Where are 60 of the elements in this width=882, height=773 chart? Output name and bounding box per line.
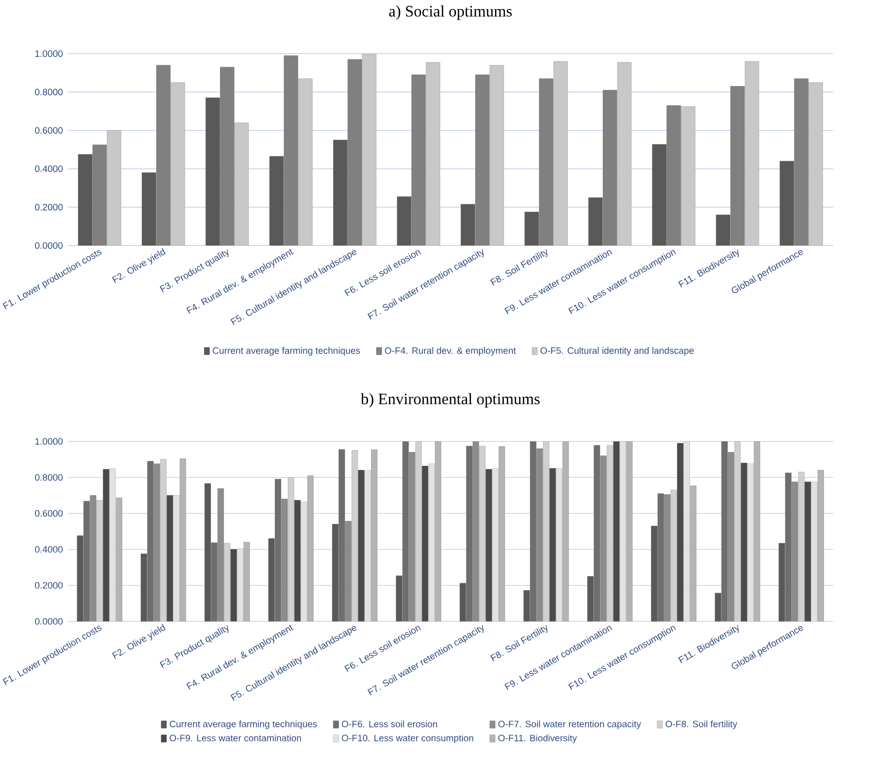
bar [747, 463, 754, 622]
bar [166, 495, 174, 622]
y-tick-label: 0.0000 [35, 242, 63, 249]
legend-label: Current average farming techniques [212, 346, 360, 356]
bar [550, 468, 556, 622]
legend-label: O-F9. Less water contamination [170, 734, 302, 742]
y-tick-label: 0.4000 [35, 165, 63, 172]
bar [690, 485, 696, 622]
y-tick-label: 0.6000 [35, 126, 63, 134]
bar [486, 468, 492, 622]
legend-label: O-F6. Less soil erosion [342, 720, 438, 728]
bar [684, 441, 690, 622]
bar [237, 548, 244, 622]
bar [180, 458, 186, 622]
bar [173, 495, 180, 622]
bar [371, 449, 378, 622]
bar [620, 441, 626, 622]
bar [116, 498, 122, 622]
bar [422, 466, 428, 622]
y-tick-label: 1.0000 [35, 438, 63, 444]
bar [364, 470, 371, 622]
bar [740, 462, 748, 622]
bar [434, 441, 442, 622]
y-tick-label: 0.6000 [35, 510, 63, 516]
y-tick-label: 1.0000 [35, 50, 63, 57]
y-tick-label: 0.4000 [35, 546, 63, 552]
y-tick-label: 0.8000 [35, 88, 63, 96]
chart-title: b) Environmental optimums [360, 392, 540, 408]
legend-label: O-F5. Cultural identity and landscape [540, 346, 694, 356]
bar [754, 441, 760, 622]
bar [811, 482, 818, 622]
y-tick-label: 0.0000 [35, 618, 63, 624]
bar [613, 441, 620, 622]
bar [358, 470, 364, 622]
legend-label: O-F8. Soil fertility [666, 720, 738, 729]
bar [498, 446, 505, 622]
bar [556, 468, 562, 622]
bar [626, 441, 633, 622]
legend-label: O-F11. Biodiversity [498, 734, 577, 743]
y-tick-label: 0.2000 [35, 582, 63, 588]
chart-title: a) Social optimums [389, 5, 512, 20]
bar [230, 549, 237, 622]
y-tick-label: 0.2000 [35, 204, 63, 210]
legend-label: O-F7. Soil water retention capacity [498, 720, 642, 729]
legend-label: O-F10. Less water consumption [342, 734, 474, 743]
y-tick-label: 0.8000 [35, 474, 63, 480]
bar [804, 482, 811, 622]
bar [818, 470, 824, 622]
bar [428, 463, 435, 622]
bar [244, 542, 250, 622]
bar [562, 441, 569, 622]
bar [294, 500, 301, 622]
bar [300, 502, 308, 622]
bar [677, 442, 684, 622]
legend-label: Current average farming techniques [170, 720, 317, 729]
bar [109, 468, 116, 622]
bar [492, 468, 498, 622]
legend-label: O-F4. Rural dev. & employment [384, 346, 516, 356]
bar [102, 468, 110, 622]
bar [307, 475, 314, 622]
